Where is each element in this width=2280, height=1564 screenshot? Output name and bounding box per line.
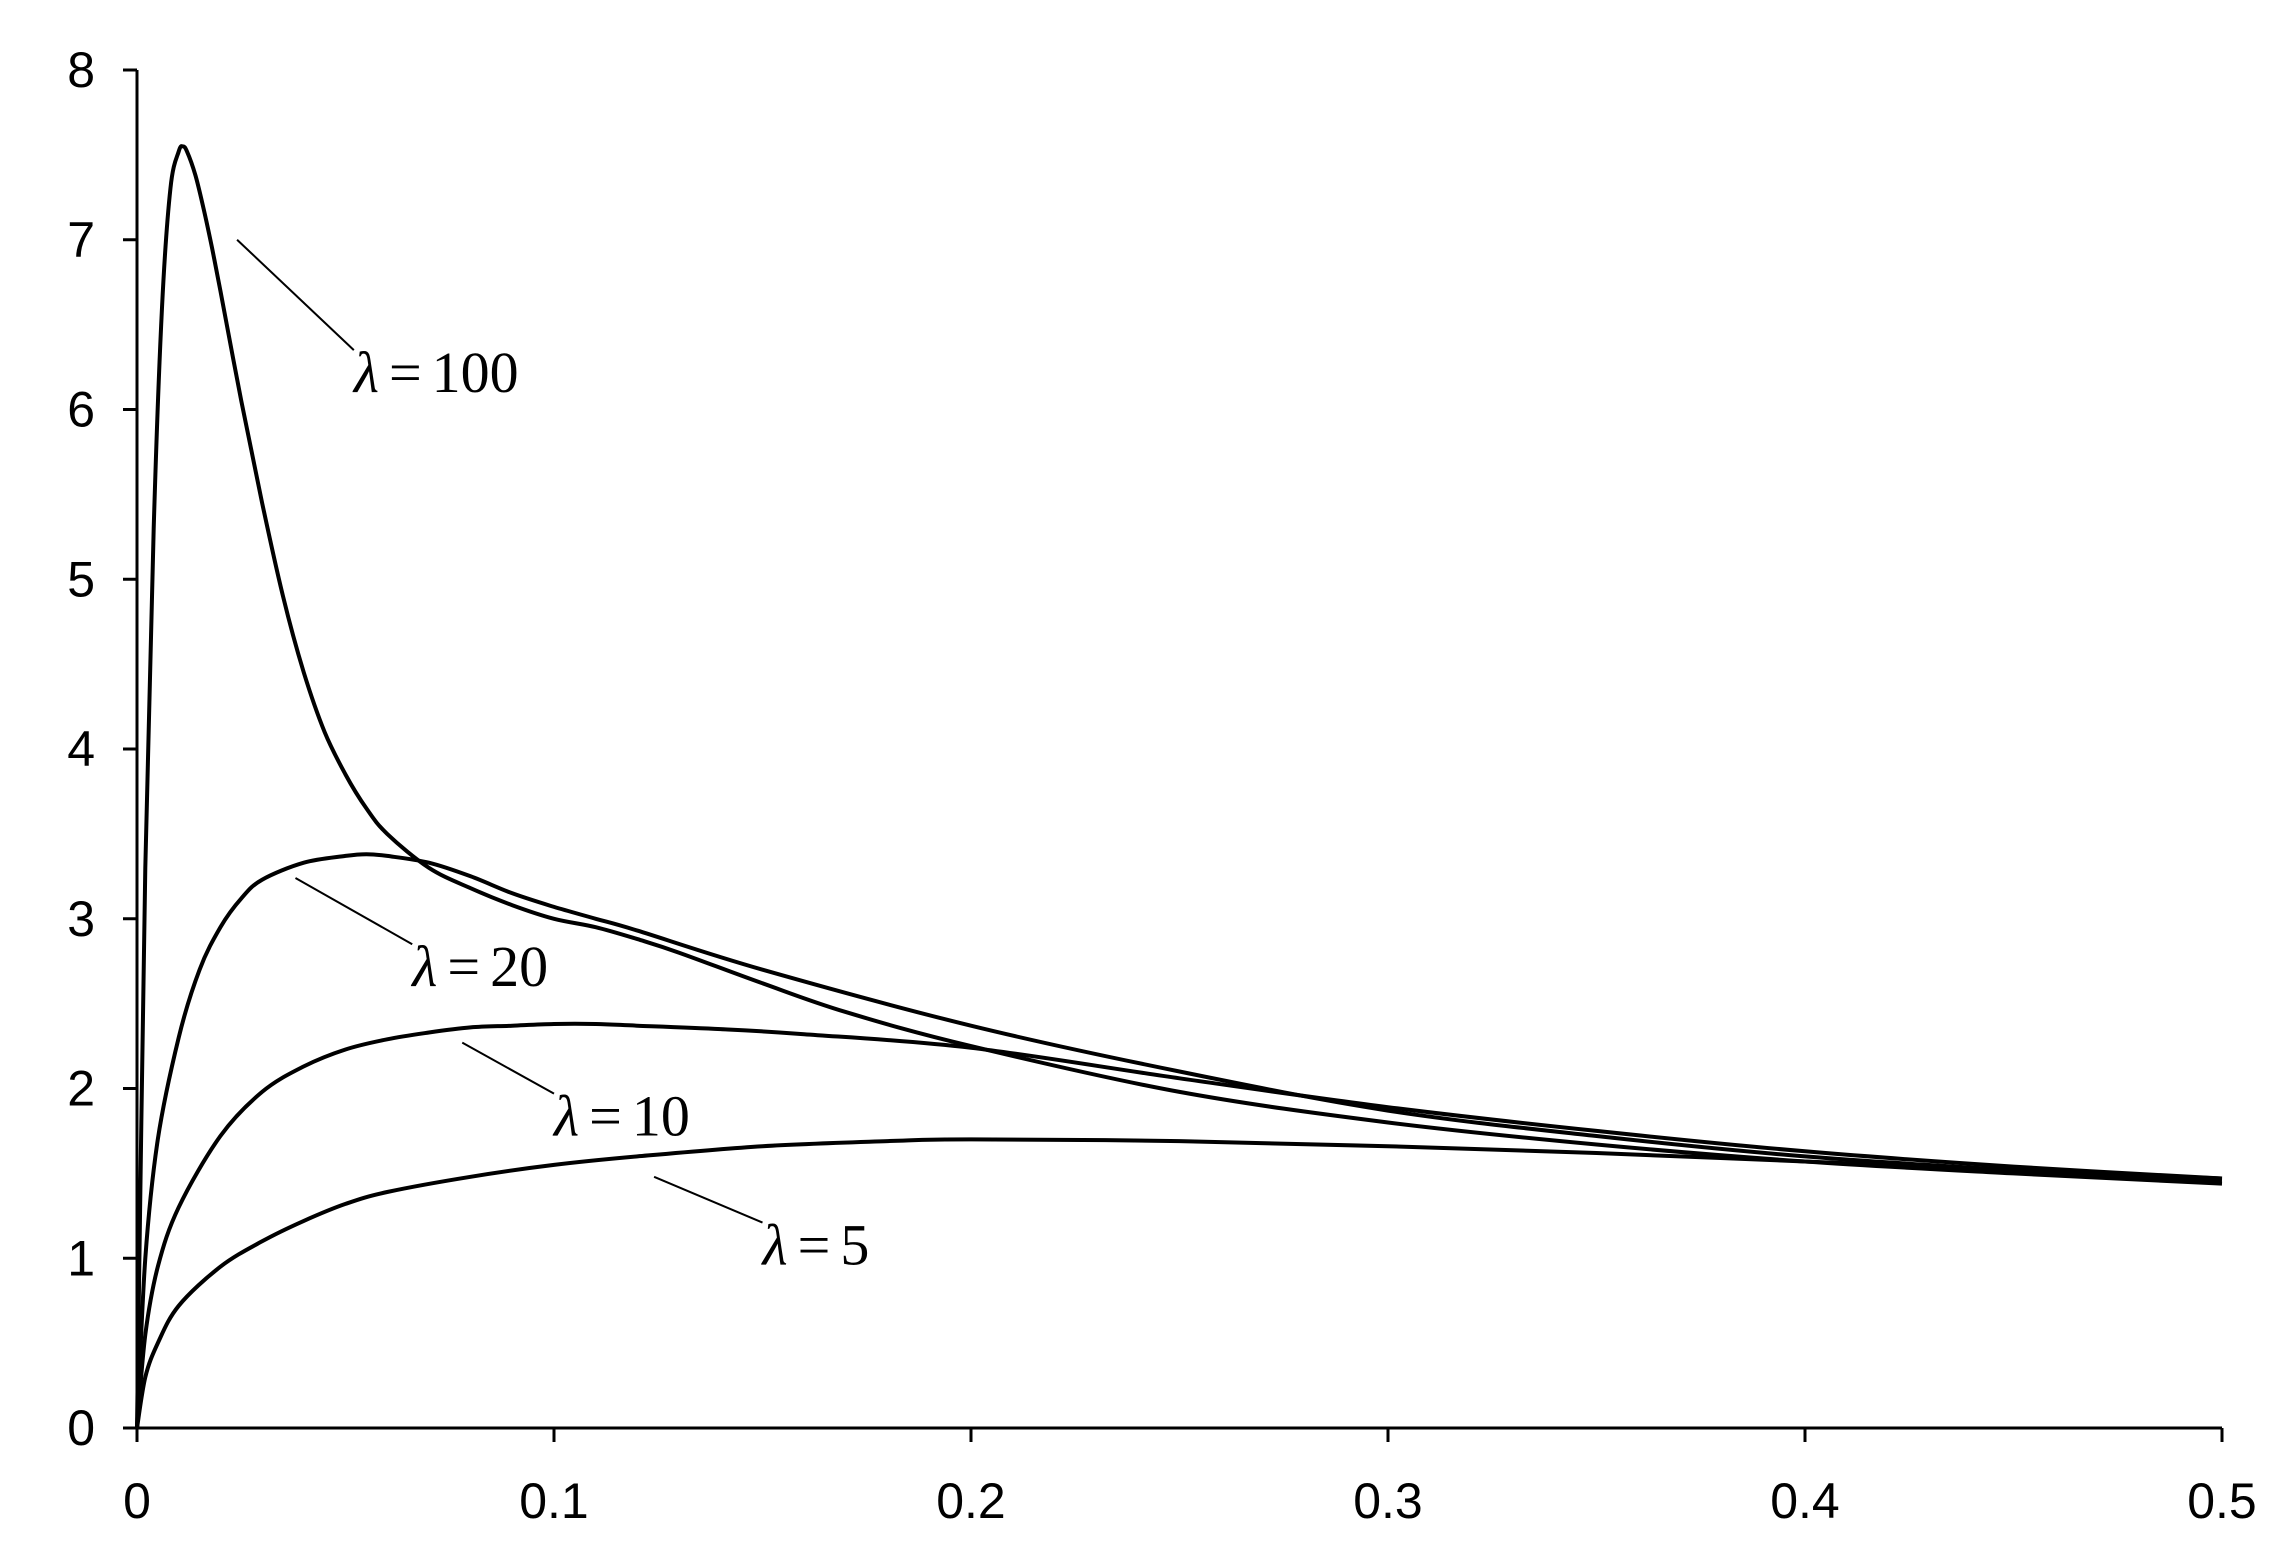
series-label-2: λ = 10 xyxy=(552,1084,690,1149)
curve-annotations: λ = 100 λ = 20 λ = 10 λ = 5 xyxy=(236,239,870,1278)
x-tick-label: 0.4 xyxy=(1770,1473,1840,1529)
x-tick-label: 0.2 xyxy=(936,1473,1006,1529)
series-label-1: λ = 20 xyxy=(410,934,548,999)
series-line-0 xyxy=(135,144,2223,1429)
annotation-leader-line xyxy=(653,1175,763,1224)
y-tick-label: 8 xyxy=(67,42,95,98)
x-tick-label: 0.5 xyxy=(2187,1473,2257,1529)
y-tick-label: 5 xyxy=(67,551,95,607)
series-line-2 xyxy=(135,1021,2223,1429)
y-tick-label: 2 xyxy=(67,1061,95,1117)
series-line-3 xyxy=(135,1137,2223,1429)
x-tick-label: 0.3 xyxy=(1353,1473,1423,1529)
y-tick-label: 6 xyxy=(67,382,95,438)
y-tick-label: 4 xyxy=(67,721,95,777)
annotation-leader-line xyxy=(236,239,355,351)
x-ticks: 0 0.1 0.2 0.3 0.4 0.5 xyxy=(123,1428,2257,1529)
x-tick-label: 0.1 xyxy=(519,1473,589,1529)
x-tick-label: 0 xyxy=(123,1473,151,1529)
y-tick-label: 0 xyxy=(67,1400,95,1456)
annotation-leader-line xyxy=(461,1041,555,1095)
axes xyxy=(135,70,2222,1430)
annotation-leader-line xyxy=(294,877,413,946)
series-label-0: λ = 100 xyxy=(352,340,519,405)
y-ticks: 0 1 2 3 4 5 6 7 8 xyxy=(67,42,137,1456)
series-line-1 xyxy=(135,852,2223,1429)
y-tick-label: 7 xyxy=(67,212,95,268)
y-tick-label: 1 xyxy=(67,1230,95,1286)
y-tick-label: 3 xyxy=(67,891,95,947)
series-lines xyxy=(135,144,2223,1429)
series-label-3: λ = 5 xyxy=(761,1213,870,1278)
